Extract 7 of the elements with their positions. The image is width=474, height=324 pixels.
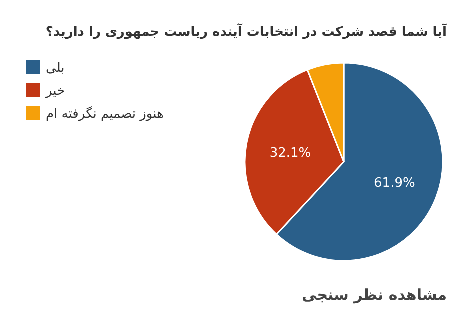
chart-title: آیا شما قصد شرکت در انتخابات آینده ریاست جمهوری را دارید؟ [46, 23, 448, 40]
data-label: 61.9% [374, 176, 416, 191]
legend-label: خیر [45, 84, 66, 99]
legend-label: بلی [46, 61, 65, 76]
data-label: 32.1% [270, 146, 312, 161]
legend-label: هنوز تصمیم نگرفته ام [46, 106, 164, 122]
text: مشاهده نظر سنجی [302, 286, 447, 304]
